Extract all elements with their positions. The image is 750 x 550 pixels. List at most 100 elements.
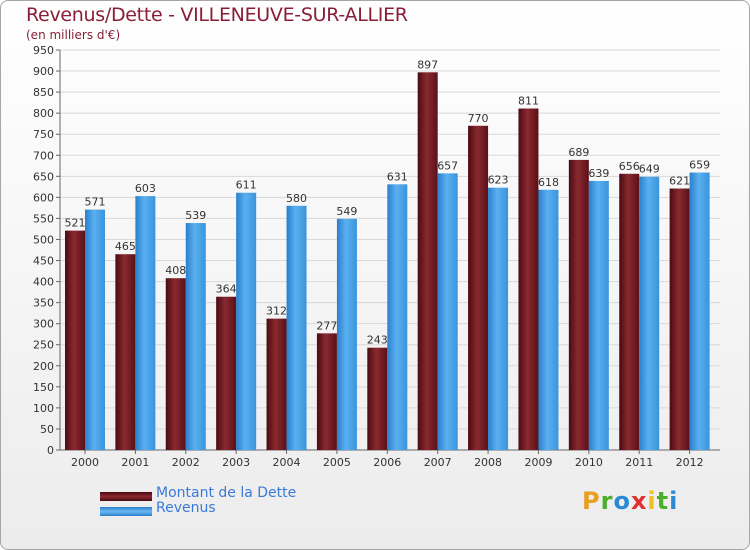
x-tick-label: 2006 bbox=[373, 456, 401, 469]
revenus-value-label: 618 bbox=[538, 176, 559, 189]
revenus-value-label: 539 bbox=[185, 209, 206, 222]
x-tick-label: 2011 bbox=[625, 456, 653, 469]
y-tick-label: 0 bbox=[47, 444, 54, 457]
dette-value-label: 656 bbox=[619, 160, 640, 173]
y-tick-label: 50 bbox=[40, 423, 54, 436]
y-tick-label: 100 bbox=[33, 402, 54, 415]
dette-bar bbox=[165, 278, 186, 450]
revenus-bar bbox=[286, 205, 307, 450]
dette-bar bbox=[568, 159, 589, 451]
dette-bar bbox=[367, 347, 388, 450]
dette-bar bbox=[619, 173, 640, 450]
y-tick-label: 650 bbox=[33, 170, 54, 183]
y-tick-label: 450 bbox=[33, 255, 54, 268]
logo-letter: x bbox=[630, 487, 648, 515]
legend-label-dette: Montant de la Dette bbox=[156, 485, 297, 501]
x-tick-label: 2010 bbox=[575, 456, 603, 469]
x-tick-label: 2000 bbox=[71, 456, 99, 469]
revenus-value-label: 649 bbox=[639, 163, 660, 176]
x-tick-label: 2007 bbox=[424, 456, 452, 469]
x-tick-label: 2012 bbox=[676, 456, 704, 469]
revenus-bar bbox=[336, 218, 357, 450]
y-tick-label: 950 bbox=[33, 44, 54, 57]
dette-value-label: 521 bbox=[65, 217, 86, 230]
revenus-value-label: 571 bbox=[85, 196, 106, 209]
bars bbox=[65, 72, 710, 451]
x-tick-label: 2001 bbox=[121, 456, 149, 469]
chart-title: Revenus/Dette - VILLENEUVE-SUR-ALLIER bbox=[26, 4, 408, 26]
y-tick-label: 500 bbox=[33, 233, 54, 246]
revenus-value-label: 549 bbox=[336, 205, 357, 218]
dette-value-label: 621 bbox=[669, 175, 690, 188]
revenus-bar bbox=[85, 209, 105, 450]
revenus-value-label: 659 bbox=[689, 159, 710, 172]
revenus-bar bbox=[488, 187, 509, 450]
dette-bar bbox=[65, 230, 85, 450]
axes: 0 50 100 150 200 250 300 350 400 450 500 550 600 650 7… bbox=[33, 44, 720, 469]
revenus-value-label: 623 bbox=[488, 174, 509, 187]
dette-bar bbox=[468, 125, 489, 450]
dette-value-label: 243 bbox=[367, 334, 388, 347]
y-tick-label: 600 bbox=[33, 191, 54, 204]
revenus-bar bbox=[538, 189, 559, 450]
legend-swatch-revenus bbox=[100, 507, 152, 516]
y-tick-label: 400 bbox=[33, 276, 54, 289]
dette-bar bbox=[417, 72, 438, 450]
revenus-value-label: 603 bbox=[135, 182, 156, 195]
dette-value-label: 364 bbox=[216, 283, 237, 296]
y-tick-label: 550 bbox=[33, 212, 54, 225]
chart-subtitle: (en milliers d'€) bbox=[26, 28, 121, 42]
y-tick-label: 800 bbox=[33, 107, 54, 120]
logo-letter: t bbox=[656, 487, 670, 515]
dette-bar bbox=[115, 254, 136, 450]
logo-letter: P bbox=[582, 487, 601, 515]
revenus-bar bbox=[185, 223, 206, 450]
dette-bar bbox=[316, 333, 337, 450]
dette-bar bbox=[266, 318, 287, 450]
revenus-value-label: 639 bbox=[588, 167, 609, 180]
revenus-bar bbox=[236, 192, 257, 450]
revenus-bar bbox=[387, 184, 408, 450]
logo-letter: i bbox=[669, 487, 679, 515]
y-tick-label: 850 bbox=[33, 86, 54, 99]
y-tick-label: 350 bbox=[33, 297, 54, 310]
dette-value-label: 277 bbox=[316, 319, 337, 332]
x-tick-label: 2005 bbox=[323, 456, 351, 469]
revenus-bar bbox=[437, 173, 458, 451]
dette-value-label: 312 bbox=[266, 305, 287, 318]
logo-letter: r bbox=[600, 487, 614, 515]
dette-value-label: 408 bbox=[165, 264, 186, 277]
x-tick-label: 2004 bbox=[273, 456, 301, 469]
dette-value-label: 770 bbox=[468, 112, 489, 125]
revenus-bar bbox=[689, 172, 710, 451]
legend-swatch-dette bbox=[100, 492, 152, 501]
dette-bar bbox=[518, 108, 539, 451]
revenus-value-label: 580 bbox=[286, 192, 307, 205]
logo-letter: i bbox=[647, 487, 657, 515]
dette-value-label: 689 bbox=[568, 146, 589, 159]
y-tick-label: 150 bbox=[33, 381, 54, 394]
dette-value-label: 465 bbox=[115, 240, 136, 253]
x-tick-label: 2002 bbox=[172, 456, 200, 469]
y-tick-label: 750 bbox=[33, 128, 54, 141]
logo-letter: o bbox=[613, 487, 631, 515]
x-tick-label: 2008 bbox=[474, 456, 502, 469]
revenus-bar bbox=[135, 196, 156, 450]
dette-value-label: 811 bbox=[518, 95, 539, 108]
x-tick-label: 2003 bbox=[222, 456, 250, 469]
revenus-value-label: 611 bbox=[236, 179, 257, 192]
y-tick-label: 200 bbox=[33, 360, 54, 373]
y-tick-label: 700 bbox=[33, 149, 54, 162]
revenus-bar bbox=[588, 180, 609, 450]
y-tick-label: 900 bbox=[33, 65, 54, 78]
revenus-value-label: 631 bbox=[387, 170, 408, 183]
x-tick-label: 2009 bbox=[524, 456, 552, 469]
y-tick-label: 300 bbox=[33, 318, 54, 331]
dette-value-label: 897 bbox=[417, 58, 438, 71]
data-labels: 521 571 465 603 408 539 364 611 312 580 277 549 243 6… bbox=[65, 58, 711, 346]
revenus-value-label: 657 bbox=[437, 159, 458, 172]
revenus-bar bbox=[639, 176, 660, 450]
dette-bar bbox=[669, 188, 690, 451]
proxiti-logo: Proxiti bbox=[582, 487, 678, 515]
